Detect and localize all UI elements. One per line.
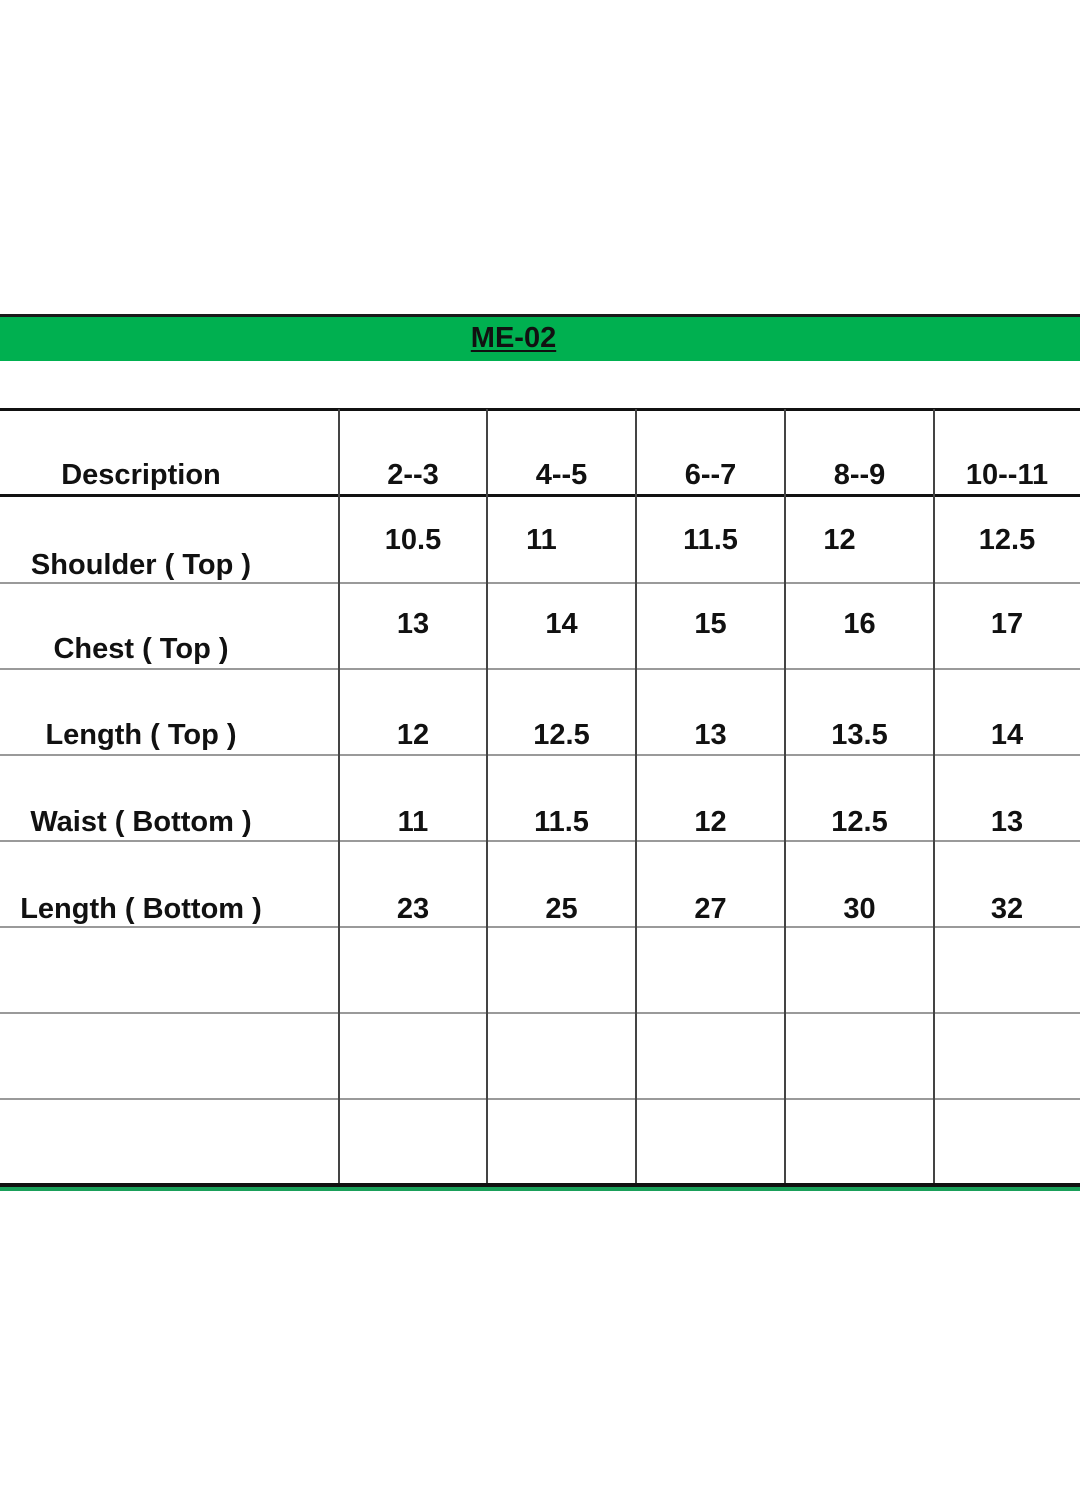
row-value: 27 [694,893,727,925]
header-size: 6--7 [684,459,737,491]
table-row-divider [0,494,1080,497]
header-size: 4--5 [535,459,588,491]
header-description: Description [61,459,221,491]
row-value: 15 [694,608,727,640]
row-value: 17 [990,608,1024,640]
row-label: Length ( Top ) [45,719,237,751]
chart-title: ME-02 [0,322,1027,355]
row-value: 12.5 [831,806,888,838]
row-value: 12.5 [533,719,590,751]
table-bottom-green-border [0,1187,1080,1191]
row-value: 16 [843,608,876,640]
row-label: Waist ( Bottom ) [30,806,252,838]
row-value: 11 [526,524,557,556]
title-text: ME-02 [470,322,557,354]
row-value: 30 [843,893,876,925]
table-row-divider [0,582,1080,584]
row-value: 13 [990,806,1024,838]
row-value: 25 [545,893,578,925]
table-row-divider [0,754,1080,756]
row-value: 10.5 [384,524,442,556]
row-value: 14 [545,608,578,640]
row-value: 12 [396,719,430,751]
table-row-divider [0,1012,1080,1014]
table-row-divider [0,926,1080,928]
row-value: 13 [694,719,727,751]
row-label: Length ( Bottom ) [20,893,262,925]
row-label: Chest ( Top ) [53,633,229,665]
row-value: 13 [396,608,430,640]
header-size: 2--3 [387,459,439,491]
header-size: 8--9 [833,459,886,491]
row-value: 11.5 [683,524,738,556]
table-row-divider [0,668,1080,670]
table-row-divider [0,408,1080,411]
table-row-divider [0,1098,1080,1100]
table-column-divider [486,409,488,1184]
table-column-divider [338,409,340,1184]
header-size: 10--11 [965,459,1049,491]
row-value: 32 [990,893,1024,925]
row-value: 12 [823,524,856,556]
row-value: 11.5 [534,806,589,838]
row-value: 23 [396,893,430,925]
row-value: 14 [990,719,1024,751]
row-value: 12 [694,806,727,838]
title-bar [0,314,1080,361]
table-column-divider [635,409,637,1184]
row-value: 12.5 [978,524,1036,556]
row-value: 11 [397,806,429,838]
row-label: Shoulder ( Top ) [30,549,252,581]
table-column-divider [784,409,786,1184]
table-column-divider [933,409,935,1184]
table-row-divider [0,840,1080,842]
row-value: 13.5 [831,719,888,751]
table-bottom-border [0,1183,1080,1187]
